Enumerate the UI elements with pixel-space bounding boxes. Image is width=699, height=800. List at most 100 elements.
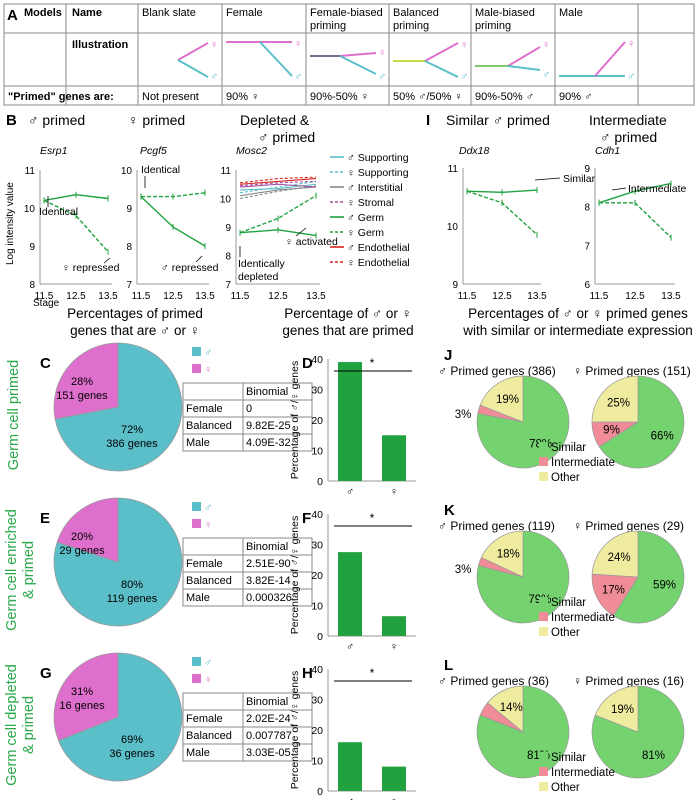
panel-letter: F bbox=[302, 510, 311, 527]
header-balanced-l1: Balanced bbox=[393, 7, 439, 19]
pie-label-female-genes: 151 genes bbox=[56, 390, 108, 402]
x-tick-label: 11.5 bbox=[132, 291, 151, 302]
bar-x-label: ♂ bbox=[346, 796, 354, 800]
series-line bbox=[239, 186, 317, 197]
row-label-line: & primed bbox=[21, 696, 37, 754]
pie-label-other: 25% bbox=[607, 397, 630, 409]
legend-swatch bbox=[539, 627, 548, 636]
y-tick-label: 8 bbox=[29, 280, 35, 291]
y-axis-label: Log intensity value bbox=[5, 182, 16, 265]
annotation-arrow bbox=[534, 177, 561, 181]
pie-label-female-genes: 29 genes bbox=[59, 545, 105, 557]
y-tick-label: 11 bbox=[25, 166, 36, 177]
row-label-line: Germ cell depleted bbox=[4, 664, 20, 786]
x-tick-label: 13.5 bbox=[527, 291, 547, 302]
annotation-label: ♀ activated bbox=[285, 236, 338, 248]
table-header: Binomial bbox=[246, 541, 288, 553]
header-name: Name bbox=[72, 7, 102, 19]
x-tick-label: 11.5 bbox=[35, 291, 54, 302]
annotation-arrow bbox=[195, 255, 203, 263]
cell-type-legend: ♂ Supporting ♀ Supporting ♂ Interstitial ♀ … bbox=[330, 152, 410, 269]
annotation-label: ♂ repressed bbox=[161, 262, 219, 274]
gene-name: Esrp1 bbox=[40, 145, 67, 157]
bar-y-tick: 10 bbox=[311, 601, 323, 613]
pie-label-other: 19% bbox=[611, 704, 634, 716]
legend-label: ♂ Endothelial bbox=[347, 242, 410, 254]
header-male-biased-l1: Male-biased bbox=[475, 7, 535, 19]
illus-male-sym: ♂ bbox=[542, 69, 550, 81]
bar-y-tick: 10 bbox=[311, 446, 323, 458]
legend-label: Other bbox=[551, 782, 580, 794]
bar-y-label: Percentage of ♂/♀ genes bbox=[289, 361, 301, 480]
pie-slice-similar bbox=[598, 375, 685, 469]
table-cell bbox=[182, 382, 244, 401]
pie-label-similar: 81% bbox=[642, 750, 665, 762]
x-axis-label: Stage bbox=[33, 298, 60, 309]
header-male-biased: Male-biased priming bbox=[475, 7, 535, 32]
female-pie-title: ♀ Primed genes (16) bbox=[573, 674, 684, 688]
table-row-label: Male bbox=[186, 747, 210, 759]
legend-label: ♀ Germ bbox=[347, 227, 384, 239]
panel-b: B ♂ primed ♀ primed Depleted & ♂ primed L… bbox=[5, 112, 687, 309]
table-value: 2.51E-90 bbox=[246, 558, 291, 570]
legend-label: Similar bbox=[551, 597, 586, 609]
female-pie-title: ♀ Primed genes (151) bbox=[573, 364, 691, 378]
legend-swatch-male bbox=[192, 502, 201, 511]
bar bbox=[338, 362, 362, 481]
significance-star: * bbox=[370, 666, 375, 680]
table-value: 9.82E-25 bbox=[246, 420, 291, 432]
primed-female-biased: 90%-50% ♀ bbox=[310, 91, 369, 103]
title-bars-l1: Percentage of ♂ or ♀ bbox=[284, 306, 412, 321]
title-bars-l2: genes that are primed bbox=[282, 323, 413, 338]
y-tick-label: 8 bbox=[584, 203, 590, 214]
pie-label-female-pct: 28% bbox=[71, 376, 93, 388]
pie-slice-other bbox=[594, 685, 639, 733]
y-tick-label: 10 bbox=[24, 204, 36, 215]
table-row-label: Balanced bbox=[186, 730, 232, 742]
x-tick-label: 12.5 bbox=[268, 291, 288, 302]
panel-a: A Models Name Blank slate Female Female-… bbox=[3, 3, 695, 106]
annotation-label: Intermediate bbox=[628, 183, 687, 195]
pie-label-male-pct: 72% bbox=[121, 424, 143, 436]
title-pies-l2: genes that are ♂ or ♀ bbox=[70, 323, 200, 338]
significance-star: * bbox=[370, 356, 375, 370]
legend-label: Other bbox=[551, 627, 580, 639]
series-line bbox=[239, 176, 317, 184]
illus-blank-slate: ♀ ♂ bbox=[177, 39, 218, 83]
illus-male: ♀ ♂ bbox=[559, 38, 635, 83]
header-male-biased-l2: priming bbox=[475, 20, 511, 32]
pie-label-intermediate: 3% bbox=[455, 564, 472, 576]
bar-x-label: ♀ bbox=[390, 641, 398, 653]
series-line bbox=[43, 199, 109, 253]
bar bbox=[338, 552, 362, 636]
legend-swatch-female bbox=[192, 519, 201, 528]
annotation-label: Identical bbox=[141, 164, 180, 176]
binomial-table: Binomial Female 2.02E-24 Balanced 0.007787 Ma… bbox=[182, 692, 313, 762]
y-tick-label: 6 bbox=[584, 280, 590, 291]
illus-female-sym: ♀ bbox=[210, 39, 218, 51]
bar-y-tick: 0 bbox=[317, 786, 323, 798]
annotation-label: Identical bbox=[39, 206, 78, 218]
legend-label: ♂ Supporting bbox=[347, 152, 409, 164]
table-value: 0 bbox=[246, 403, 252, 415]
header-female-biased-l2: priming bbox=[310, 20, 346, 32]
pie-slice-other bbox=[487, 685, 524, 733]
series-line bbox=[239, 180, 317, 187]
legend-swatch-male bbox=[192, 657, 201, 666]
title-male-primed: ♂ primed bbox=[28, 112, 85, 128]
legend-label: Other bbox=[551, 472, 580, 484]
table-value: 4.09E-32 bbox=[246, 437, 291, 449]
pie-label-intermediate: 17% bbox=[602, 585, 625, 597]
pie-label-similar: 66% bbox=[651, 430, 674, 442]
table-row-label: Male bbox=[186, 592, 210, 604]
gene-name: Pcgf5 bbox=[140, 145, 167, 157]
y-tick-label: 9 bbox=[225, 223, 231, 234]
line-chart-pcgf5: Pcgf5 7 8 9 10 11.5 12.5 13.5 bbox=[121, 145, 215, 302]
row-label: Germ cell primed bbox=[6, 360, 22, 470]
header-female-biased-l1: Female-biased bbox=[310, 7, 383, 19]
header-female: Female bbox=[226, 7, 263, 19]
panel-letter-i: I bbox=[426, 112, 430, 129]
primed-balanced: 50% ♂/50% ♀ bbox=[393, 91, 463, 103]
x-tick-label: 12.5 bbox=[66, 291, 86, 302]
